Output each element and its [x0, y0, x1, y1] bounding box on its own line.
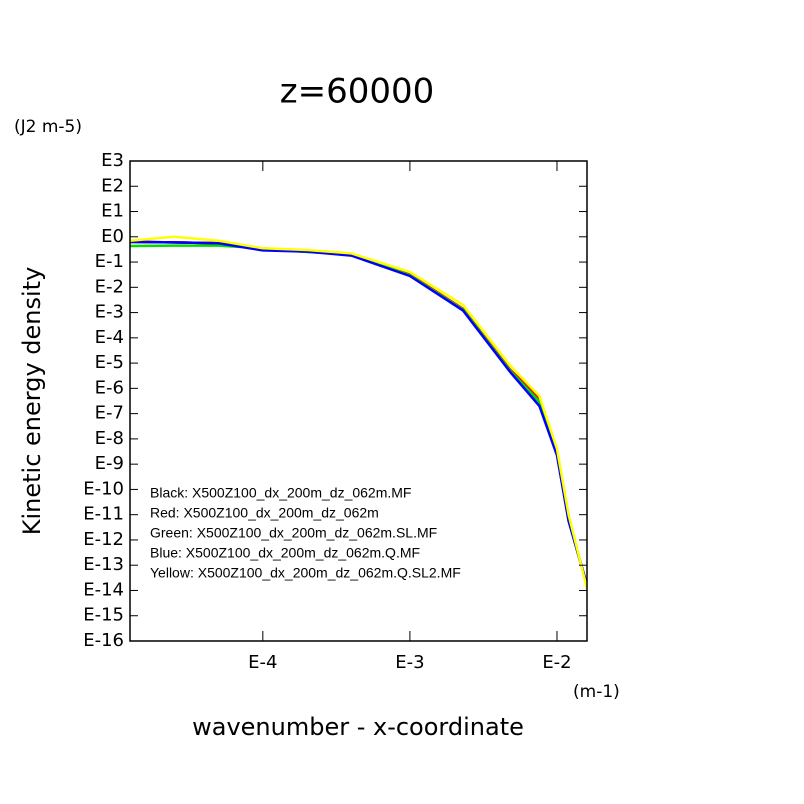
y-tick-label: E-13	[83, 554, 124, 575]
plot-frame	[129, 160, 588, 642]
y-tick-label: E-2	[95, 276, 124, 297]
legend-entry: Red: X500Z100_dx_200m_dz_062m	[150, 505, 379, 521]
y-tick-label: E-7	[95, 403, 124, 424]
y-tick-label: E-1	[95, 251, 124, 272]
x-axis-label: wavenumber - x-coordinate	[192, 713, 524, 741]
x-unit: (m-1)	[573, 682, 620, 702]
y-tick-label: E0	[101, 226, 124, 247]
y-unit: (J2 m-5)	[14, 117, 82, 137]
legend-entry: Yellow: X500Z100_dx_200m_dz_062m.Q.SL2.M…	[150, 565, 461, 581]
y-tick-label: E-15	[83, 605, 124, 626]
y-tick-label: E-5	[95, 352, 124, 373]
series-line	[130, 235, 587, 589]
legend-entry: Black: X500Z100_dx_200m_dz_062m.MF	[150, 485, 411, 501]
y-tick-label: E-6	[95, 377, 124, 398]
y-tick-label: E-10	[83, 478, 124, 499]
y-tick-label: E2	[101, 175, 124, 196]
x-tick-label: E-2	[542, 652, 571, 673]
plot-lines	[130, 235, 587, 589]
y-tick-label: E1	[101, 201, 124, 222]
x-tick-label: E-4	[248, 652, 277, 673]
chart-title: z=60000	[280, 72, 435, 112]
y-tick-label: E-8	[95, 428, 124, 449]
y-tick-label: E-12	[83, 529, 124, 550]
y-tick-label: E-9	[95, 453, 124, 474]
legend-entry: Blue: X500Z100_dx_200m_dz_062m.Q.MF	[150, 545, 420, 561]
y-tick-label: E-3	[95, 302, 124, 323]
y-tick-label: E-16	[83, 630, 124, 651]
y-tick-label: E-14	[83, 579, 124, 600]
y-tick-label: E-4	[95, 327, 124, 348]
x-tick-label: E-3	[395, 652, 424, 673]
y-tick-label: E3	[101, 150, 124, 171]
legend-entry: Green: X500Z100_dx_200m_dz_062m.SL.MF	[150, 525, 437, 541]
y-axis-label: Kinetic energy density	[18, 267, 46, 536]
y-tick-label: E-11	[83, 504, 124, 525]
